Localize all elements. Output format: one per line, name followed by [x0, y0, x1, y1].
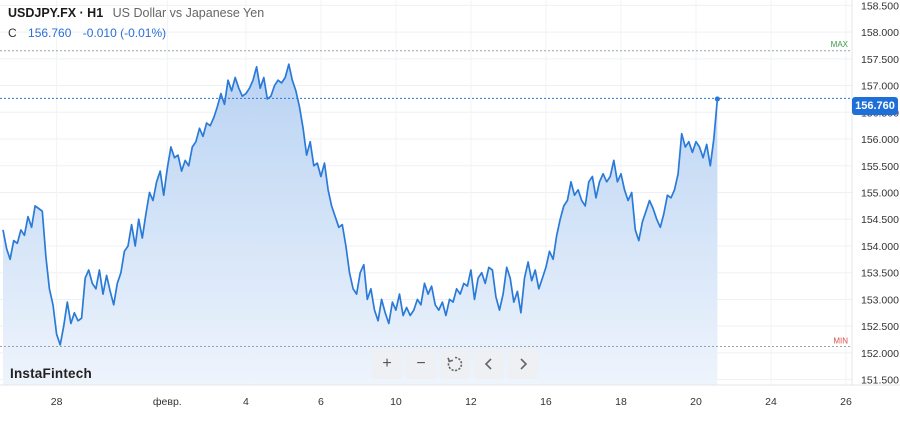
- price-line: [2, 63, 719, 346]
- close-label: C: [8, 26, 17, 40]
- back-button[interactable]: [474, 349, 504, 379]
- instrument-description: US Dollar vs Japanese Yen: [112, 6, 265, 20]
- y-tick-label: 158.500: [861, 0, 899, 12]
- ohlc-readout: C 156.760 -0.010 (-0.01%): [8, 26, 166, 40]
- last-price-dot: [714, 96, 721, 102]
- y-tick-label: 155.500: [861, 161, 899, 173]
- x-tick-label: 24: [765, 396, 777, 408]
- max-label: MAX: [831, 40, 849, 49]
- reset-icon: [447, 356, 463, 372]
- chart-header: USDJPY.FX · H1 US Dollar vs Japanese Yen: [8, 6, 264, 20]
- y-tick-label: 157.000: [861, 81, 899, 93]
- chevron-right-icon: [520, 358, 528, 370]
- x-tick-label: 10: [390, 396, 402, 408]
- y-tick-label: 152.500: [861, 321, 899, 333]
- zoom-in-button[interactable]: +: [372, 349, 402, 379]
- reset-button[interactable]: [440, 349, 470, 379]
- close-value: 156.760: [28, 26, 72, 40]
- y-tick-label: 151.500: [861, 375, 899, 387]
- chart-toolbar: + −: [372, 349, 538, 379]
- y-tick-label: 153.500: [861, 268, 899, 280]
- y-tick-label: 156.000: [861, 134, 899, 146]
- x-tick-label: 18: [615, 396, 627, 408]
- y-tick-label: 154.000: [861, 241, 899, 253]
- x-tick-label: 4: [243, 396, 249, 408]
- current-price-tag: 156.760: [852, 97, 898, 115]
- change-value: -0.010 (-0.01%): [82, 26, 167, 40]
- min-label: MIN: [833, 337, 848, 346]
- x-tick-label: 12: [465, 396, 477, 408]
- y-tick-label: 154.500: [861, 214, 899, 226]
- x-tick-label: 6: [318, 396, 324, 408]
- x-tick-label: 28: [51, 396, 63, 408]
- chevron-left-icon: [484, 358, 492, 370]
- price-area: [3, 64, 718, 385]
- zoom-out-button[interactable]: −: [406, 349, 436, 379]
- instafintech-logo: InstaFintech: [10, 366, 92, 381]
- x-tick-label: февр.: [153, 396, 182, 408]
- y-tick-label: 155.000: [861, 188, 899, 200]
- symbol-label: USDJPY.FX · H1: [8, 6, 104, 20]
- y-tick-label: 153.000: [861, 294, 899, 306]
- x-tick-label: 26: [840, 396, 852, 408]
- x-tick-label: 16: [540, 396, 552, 408]
- x-tick-label: 20: [690, 396, 702, 408]
- y-tick-label: 152.000: [861, 348, 899, 360]
- y-tick-label: 158.000: [861, 27, 899, 39]
- y-tick-label: 157.500: [861, 54, 899, 66]
- forward-button[interactable]: [508, 349, 538, 379]
